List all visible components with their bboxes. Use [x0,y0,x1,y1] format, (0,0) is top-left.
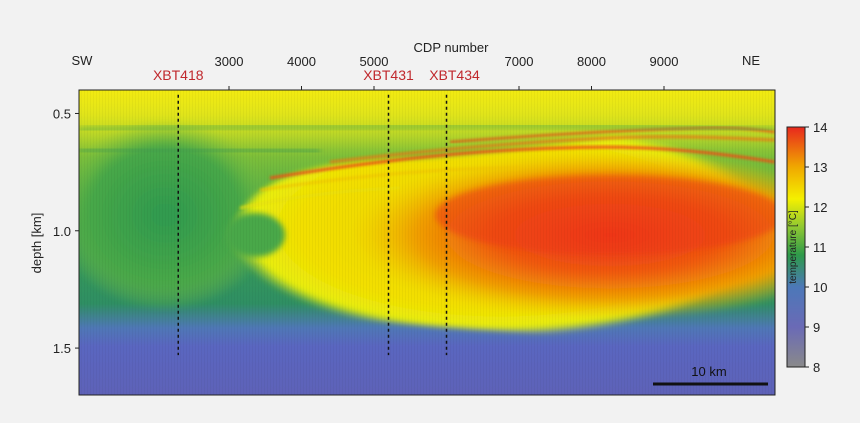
colorbar-tick-label: 13 [813,160,827,175]
colorbar-tick-label: 8 [813,360,820,375]
xbt-label-xbt434: XBT434 [429,67,480,83]
colorbar-tick-label: 10 [813,280,827,295]
cdp-tick-label: 3000 [215,54,244,69]
depth-axis: 0.5 1.0 1.5 [53,106,79,356]
cdp-tick-label: 8000 [577,54,606,69]
temperature-image [79,90,775,395]
colorbar-tick-label: 14 [813,120,827,135]
depth-axis-label: depth [km] [29,213,44,274]
depth-tick-label: 1.0 [53,224,71,239]
scale-bar: 10 km [653,364,768,386]
cdp-tick-label: 9000 [650,54,679,69]
cdp-tick-label: 7000 [505,54,534,69]
cdp-axis: 3000 4000 5000 7000 8000 9000 [215,54,679,90]
scale-bar-label: 10 km [691,364,726,379]
colorbar-label: temperature [°C] [788,210,799,284]
cdp-axis-label: CDP number [414,40,490,55]
cdp-tick-label: 4000 [287,54,316,69]
xbt-label-xbt431: XBT431 [363,67,414,83]
xbt-markers: XBT418 XBT431 XBT434 [153,67,480,356]
cdp-tick-label: 5000 [360,54,389,69]
colorbar-tick-label: 12 [813,200,827,215]
sw-direction-label: SW [72,53,94,68]
xbt-label-xbt418: XBT418 [153,67,204,83]
ne-direction-label: NE [742,53,760,68]
colorbar-tick-label: 11 [813,240,827,255]
depth-tick-label: 0.5 [53,106,71,121]
depth-tick-label: 1.5 [53,341,71,356]
plot-frame [78,89,776,396]
temperature-colorbar: 8 9 10 11 12 13 14 temperature [°C] [786,120,827,375]
colorbar-tick-label: 9 [813,320,820,335]
